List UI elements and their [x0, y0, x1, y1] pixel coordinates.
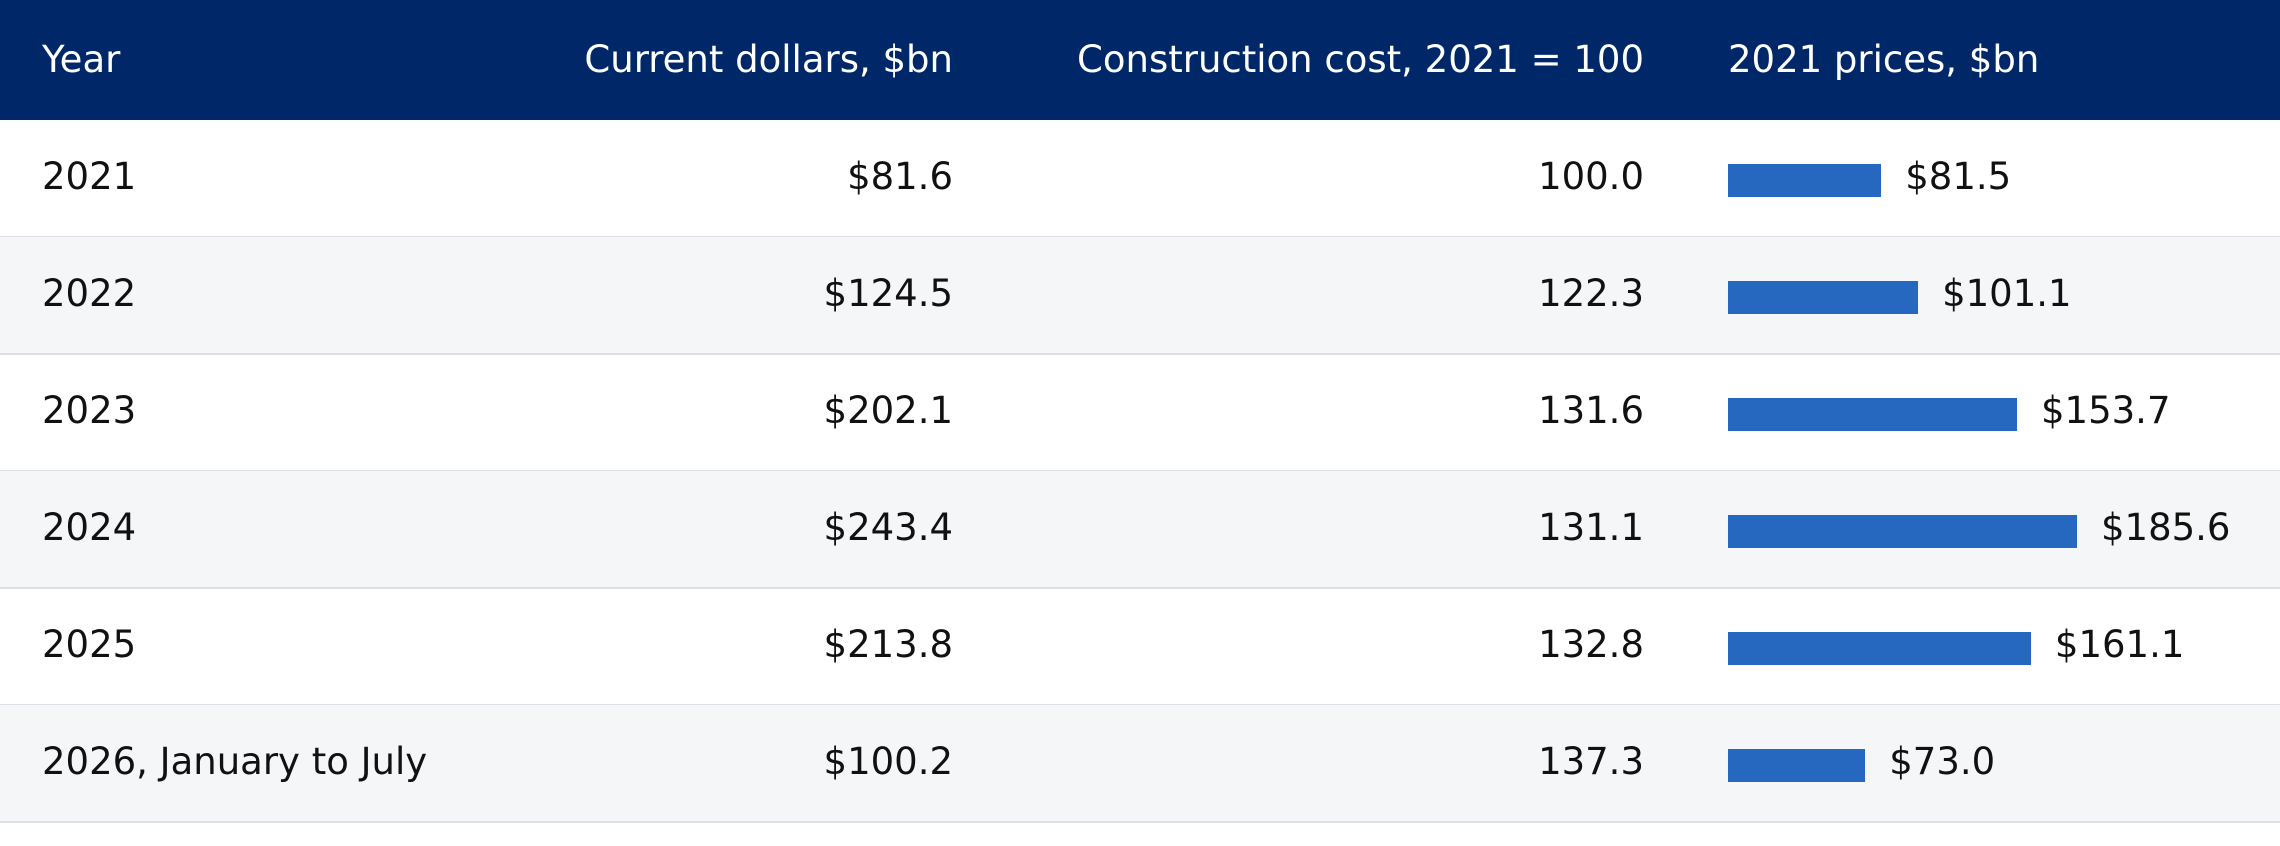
cell-current-dollars: $100.2: [823, 740, 953, 783]
header-current-dollars: Current dollars, $bn: [584, 38, 953, 81]
bar-2021-prices: [1728, 515, 2077, 548]
cell-construction-cost: 100.0: [1538, 155, 1644, 198]
bar-value-label: $161.1: [2054, 623, 2185, 666]
bar-2021-prices: [1728, 398, 2018, 431]
cell-year: 2023: [42, 389, 137, 432]
bar-2021-prices: [1728, 749, 1866, 782]
bar-value-label: $101.1: [1942, 272, 2072, 315]
cell-construction-cost: 137.3: [1538, 740, 1644, 783]
cell-current-dollars: $124.5: [823, 272, 953, 315]
bar-value-label: $81.5: [1905, 155, 2012, 198]
cell-current-dollars: $81.6: [847, 155, 953, 198]
bar-2021-prices: [1728, 164, 1882, 197]
cell-current-dollars: $213.8: [823, 623, 953, 666]
table-header: Year Current dollars, $bn Construction c…: [0, 0, 2280, 120]
table-row: 2025 $213.8 132.8 $161.1: [0, 588, 2280, 706]
header-construction-cost: Construction cost, 2021 = 100: [1077, 38, 1644, 81]
cell-construction-cost: 131.6: [1538, 389, 1644, 432]
table-row: 2023 $202.1 131.6 $153.7: [0, 354, 2280, 472]
cell-year: 2024: [42, 506, 137, 549]
bar-value-label: $185.6: [2101, 506, 2231, 549]
table-row: 2021 $81.6 100.0 $81.5: [0, 120, 2280, 238]
table-row: 2022 $124.5 122.3 $101.1: [0, 237, 2280, 355]
header-year: Year: [42, 38, 121, 81]
cell-construction-cost: 132.8: [1538, 623, 1644, 666]
cell-year: 2025: [42, 623, 137, 666]
bar-value-label: $73.0: [1889, 740, 1996, 783]
bar-2021-prices: [1728, 632, 2031, 665]
bar-2021-prices: [1728, 281, 1919, 314]
bar-value-label: $153.7: [2041, 389, 2171, 432]
cell-current-dollars: $243.4: [823, 506, 953, 549]
table-row: 2026, January to July $100.2 137.3 $73.0: [0, 705, 2280, 823]
cell-year: 2026, January to July: [42, 740, 428, 783]
table-row: 2024 $243.4 131.1 $185.6: [0, 471, 2280, 589]
cell-current-dollars: $202.1: [823, 389, 953, 432]
cell-year: 2022: [42, 272, 137, 315]
cell-construction-cost: 122.3: [1538, 272, 1644, 315]
cell-year: 2021: [42, 155, 137, 198]
cell-construction-cost: 131.1: [1538, 506, 1644, 549]
header-2021-prices: 2021 prices, $bn: [1728, 38, 2040, 81]
